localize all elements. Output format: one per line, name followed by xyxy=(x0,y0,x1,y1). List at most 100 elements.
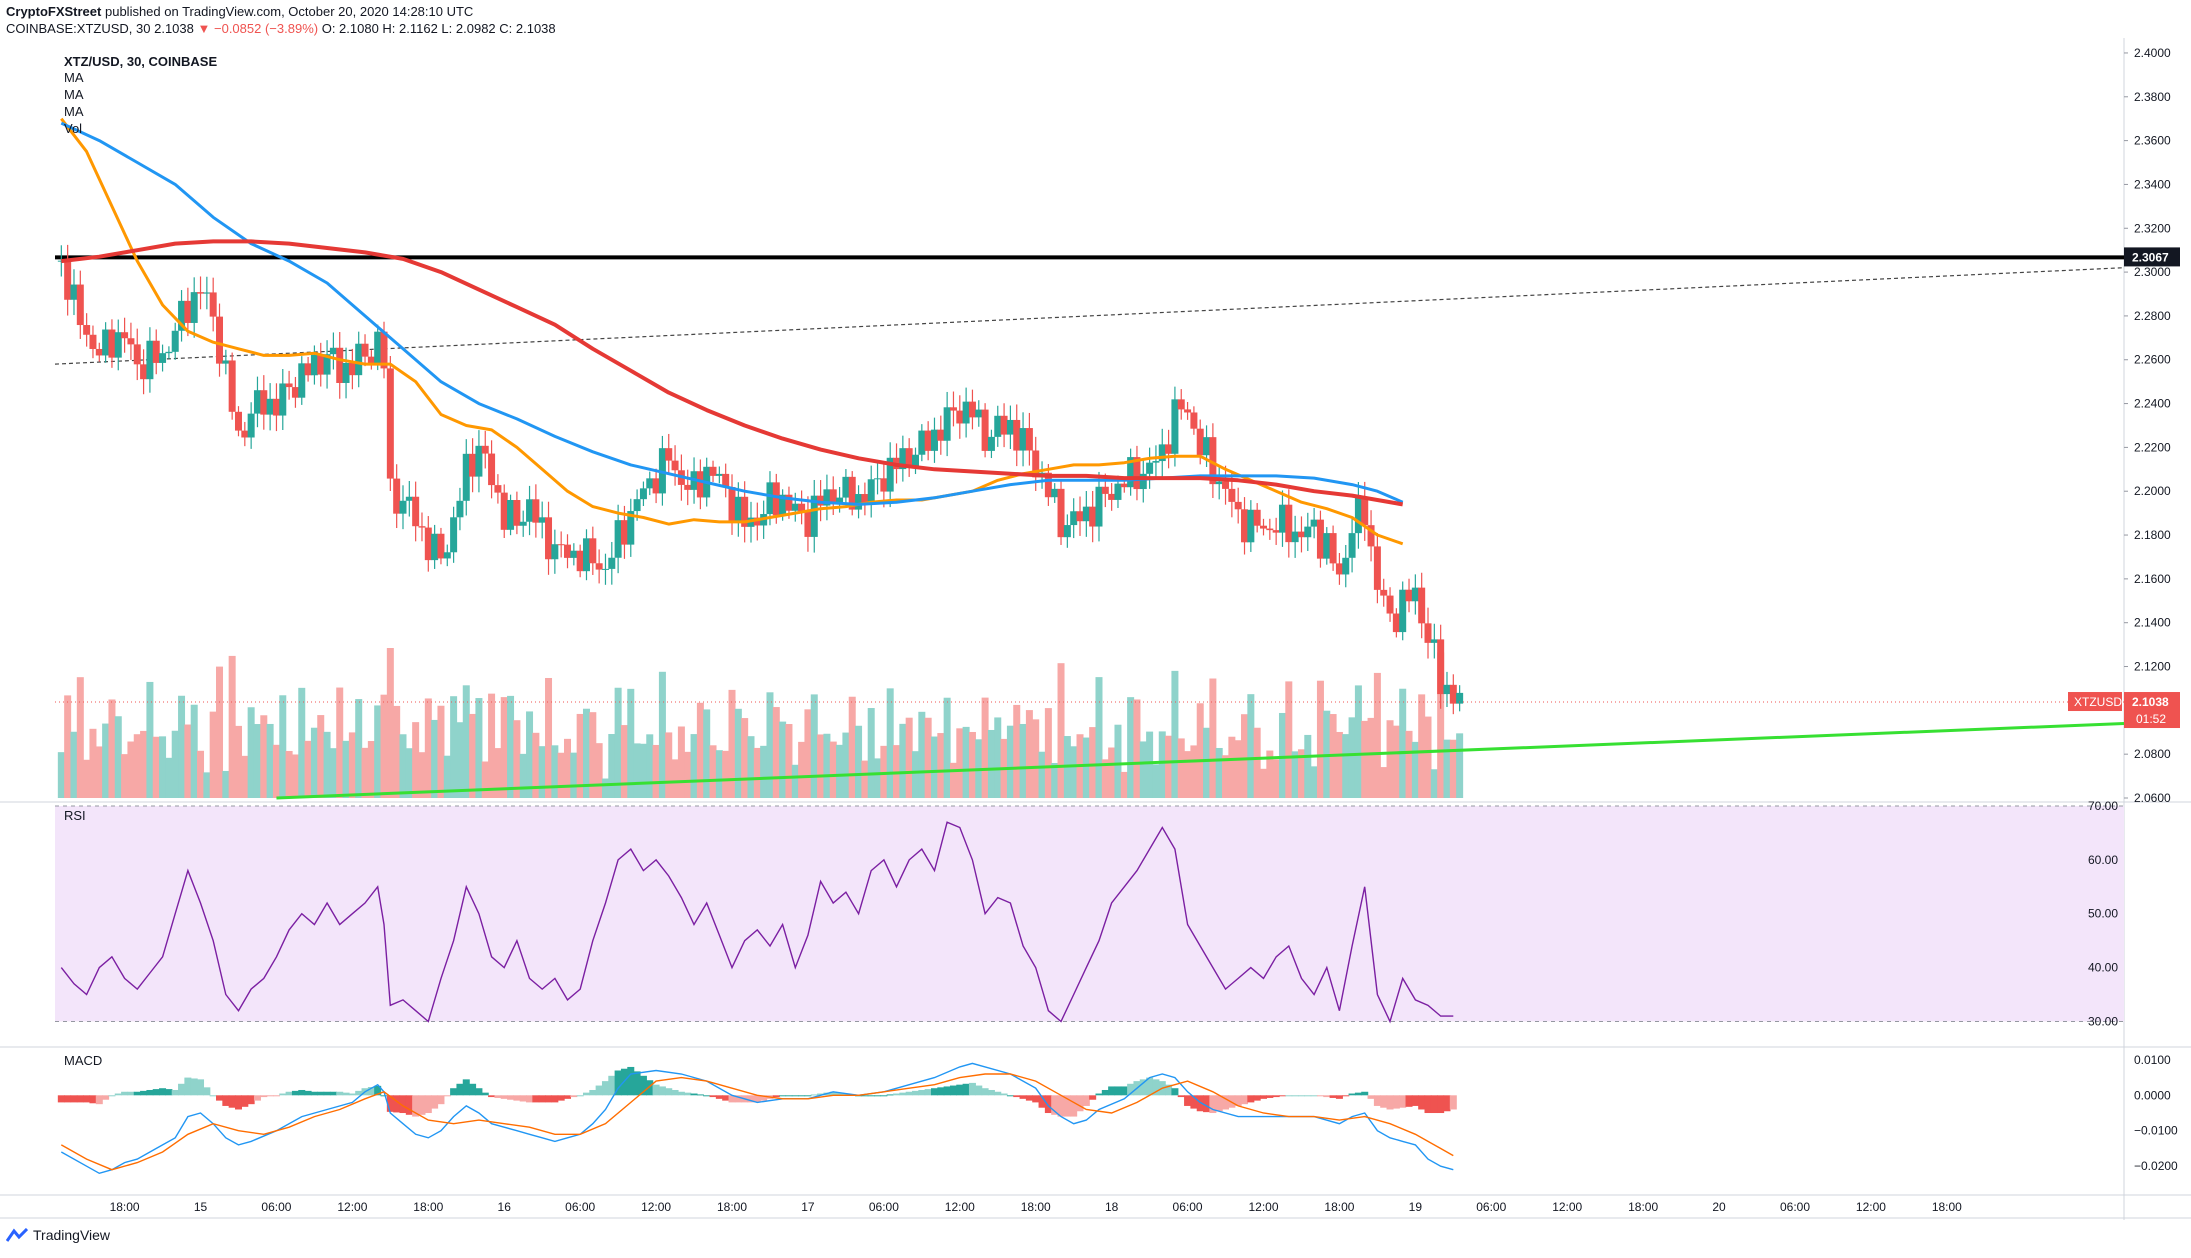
macd-histogram-bar xyxy=(1089,1095,1097,1100)
macd-histogram-bar xyxy=(184,1077,192,1096)
macd-histogram-bar xyxy=(677,1091,685,1096)
macd-histogram-bar xyxy=(431,1095,439,1109)
legend-title: XTZ/USD, 30, COINBASE xyxy=(64,54,217,69)
macd-histogram-bar xyxy=(1392,1095,1400,1109)
candle-body xyxy=(304,363,312,376)
candle-body xyxy=(393,478,401,514)
candle-body xyxy=(140,364,148,380)
candle-body xyxy=(1234,501,1242,510)
volume-bar xyxy=(304,740,312,798)
candle-body xyxy=(1304,526,1312,538)
volume-bar xyxy=(456,722,464,798)
candle-body xyxy=(519,521,527,526)
volume-bar xyxy=(1190,745,1198,798)
candle-body xyxy=(1449,684,1457,704)
candle-body xyxy=(64,260,72,300)
macd-histogram-bar xyxy=(886,1094,894,1096)
time-tick-label: 18:00 xyxy=(413,1200,443,1214)
legend-item: MA xyxy=(64,70,84,85)
macd-histogram-bar xyxy=(1063,1095,1071,1117)
volume-bar xyxy=(1399,688,1407,798)
macd-histogram-bar xyxy=(209,1095,217,1097)
macd-histogram-bar xyxy=(1418,1095,1426,1110)
macd-histogram-bar xyxy=(272,1095,280,1097)
ma-fast-line[interactable] xyxy=(60,117,1404,546)
macd-histogram-bar xyxy=(785,1095,793,1097)
candle-body xyxy=(1418,587,1426,624)
macd-histogram-bar xyxy=(1399,1095,1407,1108)
volume-bar xyxy=(1304,734,1312,798)
volume-bar xyxy=(399,734,407,798)
macd-histogram-bar xyxy=(222,1095,230,1106)
macd-histogram-bar xyxy=(576,1095,584,1097)
volume-bar xyxy=(310,727,318,798)
macd-histogram-bar xyxy=(1241,1095,1249,1105)
candle-body xyxy=(1335,563,1343,575)
macd-histogram-bar xyxy=(1025,1095,1033,1101)
volume-bar xyxy=(855,725,863,798)
macd-histogram-bar xyxy=(1006,1095,1014,1097)
candle-body xyxy=(418,526,426,528)
resistance-label: 2.3067 xyxy=(2132,250,2169,264)
volume-bar xyxy=(1234,740,1242,798)
volume-bar xyxy=(1070,746,1078,798)
volume-bar xyxy=(437,705,445,798)
volume-bar xyxy=(1228,736,1236,798)
price-tick-label: 2.4000 xyxy=(2134,46,2171,60)
volume-bar xyxy=(1380,767,1388,798)
price-tick-label: 2.2000 xyxy=(2134,484,2171,498)
candle-body xyxy=(253,390,261,414)
volume-bar xyxy=(968,731,976,798)
volume-bar xyxy=(108,699,116,798)
candle-body xyxy=(1127,457,1135,488)
volume-bar xyxy=(1184,751,1192,798)
volume-bar xyxy=(1177,738,1185,798)
bar-countdown: 01:52 xyxy=(2136,712,2166,726)
candle-body xyxy=(1089,506,1097,527)
rsi-tick-label: 30.00 xyxy=(2088,1014,2118,1028)
candle-body xyxy=(582,538,590,572)
candle-body xyxy=(589,538,597,564)
macd-histogram-bar xyxy=(722,1095,730,1101)
tradingview-logo[interactable]: TradingView xyxy=(6,1227,110,1243)
candle-body xyxy=(197,292,205,294)
macd-histogram-bar xyxy=(924,1089,932,1096)
candle-body xyxy=(1291,531,1299,543)
rsi-line[interactable] xyxy=(60,821,1454,1024)
macd-histogram-bar xyxy=(772,1095,780,1098)
macd-histogram-bar xyxy=(899,1092,907,1096)
ma-mid-line[interactable] xyxy=(60,121,1404,506)
macd-tick-label: −0.0100 xyxy=(2134,1124,2178,1138)
volume-bar xyxy=(241,755,249,798)
volume-bar xyxy=(899,723,907,798)
macd-histogram-bar xyxy=(665,1088,673,1096)
volume-bar xyxy=(1456,733,1464,798)
candle-body xyxy=(507,500,515,530)
dashed-trendline[interactable] xyxy=(54,267,2125,365)
volume-bar xyxy=(1241,714,1249,798)
volume-bar xyxy=(424,698,432,798)
volume-bar xyxy=(1209,678,1217,798)
time-tick-label: 18:00 xyxy=(1021,1200,1051,1214)
candle-body xyxy=(1361,497,1369,526)
macd-histogram-bar xyxy=(696,1094,704,1096)
publisher-name[interactable]: CryptoFXStreet xyxy=(6,4,102,19)
candle-body xyxy=(1456,692,1464,704)
legend-item: MA xyxy=(64,87,84,102)
volume-bar xyxy=(658,671,666,798)
candle-body xyxy=(1329,533,1337,564)
volume-bar xyxy=(412,722,420,798)
macd-histogram-bar xyxy=(310,1091,318,1096)
candle-body xyxy=(943,407,951,441)
volume-bar xyxy=(1266,750,1274,798)
volume-bar xyxy=(1057,663,1065,798)
volume-bar xyxy=(652,744,660,798)
macd-histogram-bar xyxy=(203,1087,211,1096)
macd-signal-line[interactable] xyxy=(60,1073,1454,1171)
macd-histogram-bar xyxy=(956,1084,964,1096)
macd-histogram-bar xyxy=(836,1092,844,1096)
candle-body xyxy=(361,343,369,357)
support-trendline[interactable] xyxy=(276,721,2125,800)
ma-slow-line[interactable] xyxy=(61,239,1404,507)
